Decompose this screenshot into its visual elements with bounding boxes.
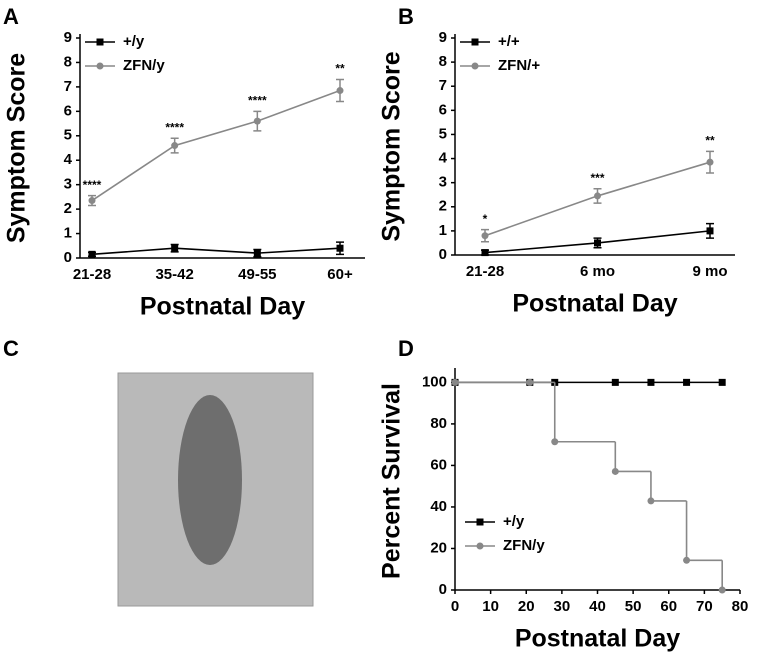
x-tick-label: 80 — [732, 598, 749, 615]
y-tick-label: 5 — [439, 125, 447, 142]
marker — [88, 197, 96, 205]
x-tick-label: 0 — [451, 598, 459, 615]
marker — [171, 244, 179, 252]
y-tick-label: 6 — [64, 102, 72, 119]
x-tick-label: 30 — [554, 598, 571, 615]
y-axis-label: Symptom Score — [378, 51, 406, 241]
y-tick-label: 9 — [64, 29, 72, 46]
y-tick-label: 7 — [439, 77, 447, 94]
significance: ** — [705, 133, 715, 147]
y-tick-label: 100 — [422, 373, 447, 390]
legend-label: +/y — [123, 33, 145, 50]
y-tick-label: 6 — [439, 101, 447, 118]
legend-label: +/y — [503, 513, 525, 530]
x-tick-label: 60 — [660, 598, 677, 615]
significance: **** — [83, 178, 102, 192]
x-axis-label: Postnatal Day — [515, 625, 680, 653]
y-tick-label: 0 — [64, 249, 72, 266]
y-tick-label: 4 — [439, 150, 448, 167]
marker — [481, 232, 489, 240]
marker — [171, 142, 179, 150]
marker — [706, 158, 714, 166]
x-tick-label: 50 — [625, 598, 642, 615]
x-tick-label: 70 — [696, 598, 713, 615]
legend-label: ZFN/y — [503, 537, 545, 554]
significance: ** — [335, 62, 345, 76]
legend-label: ZFN/y — [123, 57, 165, 74]
y-tick-label: 40 — [430, 498, 447, 515]
legend-marker — [96, 62, 104, 70]
significance: **** — [248, 94, 267, 108]
legend-label: ZFN/+ — [498, 57, 540, 74]
y-tick-label: 7 — [64, 78, 72, 95]
photo-frame — [117, 372, 314, 607]
x-tick-label: 49-55 — [238, 266, 276, 283]
y-tick-label: 2 — [64, 200, 72, 217]
y-axis-label: Symptom Score — [3, 53, 31, 243]
y-tick-label: 2 — [439, 198, 447, 215]
x-tick-label: 6 mo — [580, 263, 615, 280]
marker — [718, 586, 726, 594]
x-axis-label: Postnatal Day — [140, 293, 305, 321]
legend-marker — [471, 38, 479, 46]
marker — [253, 249, 261, 257]
legend-marker — [476, 542, 484, 550]
legend-label: +/+ — [498, 33, 520, 50]
y-tick-label: 9 — [439, 29, 447, 46]
significance: **** — [165, 120, 184, 134]
y-tick-label: 8 — [64, 53, 72, 70]
y-tick-label: 80 — [430, 415, 447, 432]
y-tick-label: 5 — [64, 127, 72, 144]
x-tick-label: 35-42 — [155, 266, 193, 283]
y-tick-label: 1 — [439, 222, 447, 239]
x-tick-label: 21-28 — [73, 266, 111, 283]
legend-marker — [471, 62, 479, 70]
y-tick-label: 4 — [64, 151, 73, 168]
y-axis-label: Percent Survival — [378, 383, 406, 579]
x-tick-label: 9 mo — [692, 263, 727, 280]
marker — [706, 227, 714, 235]
y-tick-label: 8 — [439, 53, 447, 70]
marker — [336, 244, 344, 252]
panel-label: B — [398, 4, 414, 29]
significance: * — [483, 212, 488, 226]
y-tick-label: 20 — [430, 539, 447, 556]
marker — [88, 250, 96, 258]
x-tick-label: 21-28 — [466, 263, 504, 280]
panel-label: D — [398, 336, 414, 361]
marker — [594, 192, 601, 200]
marker — [594, 239, 601, 247]
marker — [481, 249, 489, 257]
photo-animal — [178, 395, 242, 565]
y-tick-label: 0 — [439, 581, 447, 598]
y-tick-label: 60 — [430, 456, 447, 473]
significance: *** — [590, 171, 604, 185]
y-tick-label: 3 — [439, 174, 447, 191]
x-tick-label: 20 — [518, 598, 535, 615]
series-line — [91, 89, 341, 202]
marker — [336, 87, 344, 95]
panel-label: C — [3, 336, 19, 361]
x-tick-label: 60+ — [327, 266, 353, 283]
x-tick-label: 10 — [482, 598, 499, 615]
legend-marker — [476, 518, 484, 526]
y-tick-label: 3 — [64, 176, 72, 193]
marker — [718, 378, 726, 386]
panel-label: A — [3, 4, 19, 29]
x-axis-label: Postnatal Day — [512, 290, 677, 318]
legend-marker — [96, 38, 104, 46]
y-tick-label: 0 — [439, 246, 447, 263]
x-tick-label: 40 — [589, 598, 606, 615]
series-line — [91, 247, 341, 256]
marker — [253, 117, 261, 125]
y-tick-label: 1 — [64, 225, 72, 242]
